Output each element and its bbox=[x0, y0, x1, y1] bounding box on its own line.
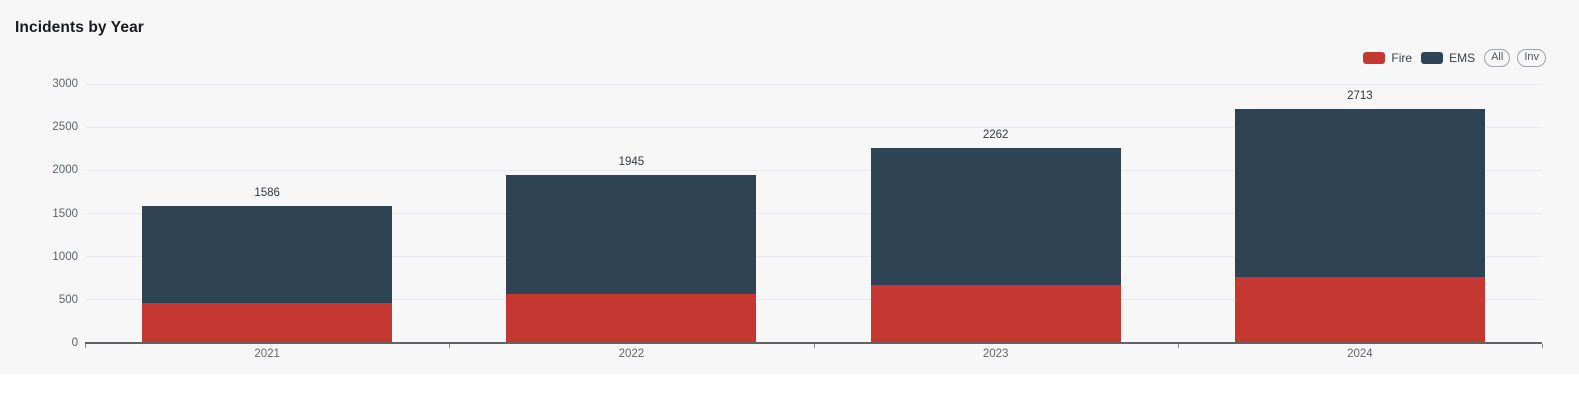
axis-tick bbox=[813, 344, 815, 348]
bar-segment-ems-2021[interactable] bbox=[142, 206, 393, 303]
chart-legend: Fire EMS All Inv bbox=[1363, 49, 1546, 67]
x-axis-label-2023: 2023 bbox=[982, 348, 1009, 360]
legend-item-fire[interactable]: Fire bbox=[1363, 51, 1412, 65]
y-axis-tick-label: 0 bbox=[71, 337, 78, 349]
bar-segment-ems-2023[interactable] bbox=[870, 147, 1121, 285]
bar-segment-ems-2022[interactable] bbox=[506, 175, 757, 295]
legend-item-label: Fire bbox=[1391, 51, 1413, 65]
bar-segment-fire-2022[interactable] bbox=[506, 294, 757, 343]
bar-total-label: 2713 bbox=[1347, 89, 1373, 102]
x-axis-label-2024: 2024 bbox=[1347, 348, 1373, 360]
axis-tick bbox=[449, 344, 451, 348]
y-axis-tick-label: 1500 bbox=[52, 207, 78, 220]
y-axis-tick-label: 500 bbox=[58, 293, 78, 306]
x-axis-label-2022: 2022 bbox=[618, 348, 645, 360]
x-axis-line bbox=[85, 342, 1542, 344]
y-axis-tick-label: 2500 bbox=[52, 121, 78, 134]
x-axis-label-2021: 2021 bbox=[254, 348, 280, 360]
y-axis-tick-label: 1000 bbox=[52, 250, 78, 263]
ems-swatch-icon bbox=[1421, 52, 1444, 64]
legend-item-label: EMS bbox=[1449, 51, 1476, 65]
chart-area: 0 500 1000 1500 2000 2500 3000 1586 2021 1945 2022… bbox=[52, 78, 1543, 360]
fire-swatch-icon bbox=[1363, 52, 1386, 64]
bar-total-label: 2262 bbox=[982, 128, 1009, 141]
gridline bbox=[85, 299, 1542, 301]
gridline bbox=[85, 83, 1542, 85]
gridline bbox=[85, 169, 1542, 171]
filter-all-button[interactable]: All bbox=[1484, 49, 1511, 67]
y-axis-tick-label: 3000 bbox=[52, 78, 78, 90]
bar-total-label: 1586 bbox=[254, 187, 280, 200]
filter-inv-button[interactable]: Inv bbox=[1517, 49, 1546, 67]
bar-segment-fire-2021[interactable] bbox=[142, 302, 393, 343]
axis-tick bbox=[85, 344, 86, 348]
gridline bbox=[85, 126, 1542, 128]
page-title: Incidents by Year bbox=[15, 19, 144, 36]
gridline bbox=[85, 213, 1542, 214]
bar-segment-fire-2023[interactable] bbox=[870, 284, 1121, 343]
legend-item-ems[interactable]: EMS bbox=[1421, 51, 1475, 65]
bar-segment-ems-2024[interactable] bbox=[1234, 108, 1485, 278]
y-axis-tick-label: 2000 bbox=[52, 164, 78, 177]
gridline bbox=[85, 256, 1542, 258]
axis-tick bbox=[1177, 344, 1179, 348]
bar-segment-fire-2024[interactable] bbox=[1234, 277, 1485, 343]
axis-tick bbox=[1542, 344, 1543, 348]
incidents-by-year-card: Incidents by Year Fire EMS All Inv 0 500 1… bbox=[15, 19, 1546, 360]
bar-total-label: 1945 bbox=[618, 156, 645, 169]
